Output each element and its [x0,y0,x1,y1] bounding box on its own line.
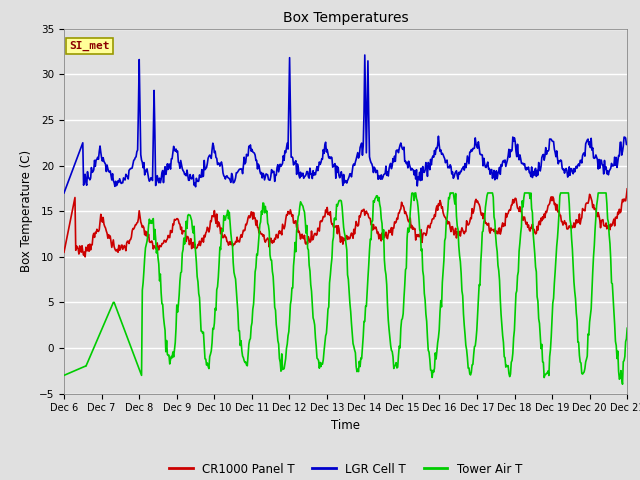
Title: Box Temperatures: Box Temperatures [283,11,408,25]
Text: SI_met: SI_met [70,41,110,51]
Legend: CR1000 Panel T, LGR Cell T, Tower Air T: CR1000 Panel T, LGR Cell T, Tower Air T [164,458,527,480]
Y-axis label: Box Temperature (C): Box Temperature (C) [20,150,33,272]
X-axis label: Time: Time [331,419,360,432]
